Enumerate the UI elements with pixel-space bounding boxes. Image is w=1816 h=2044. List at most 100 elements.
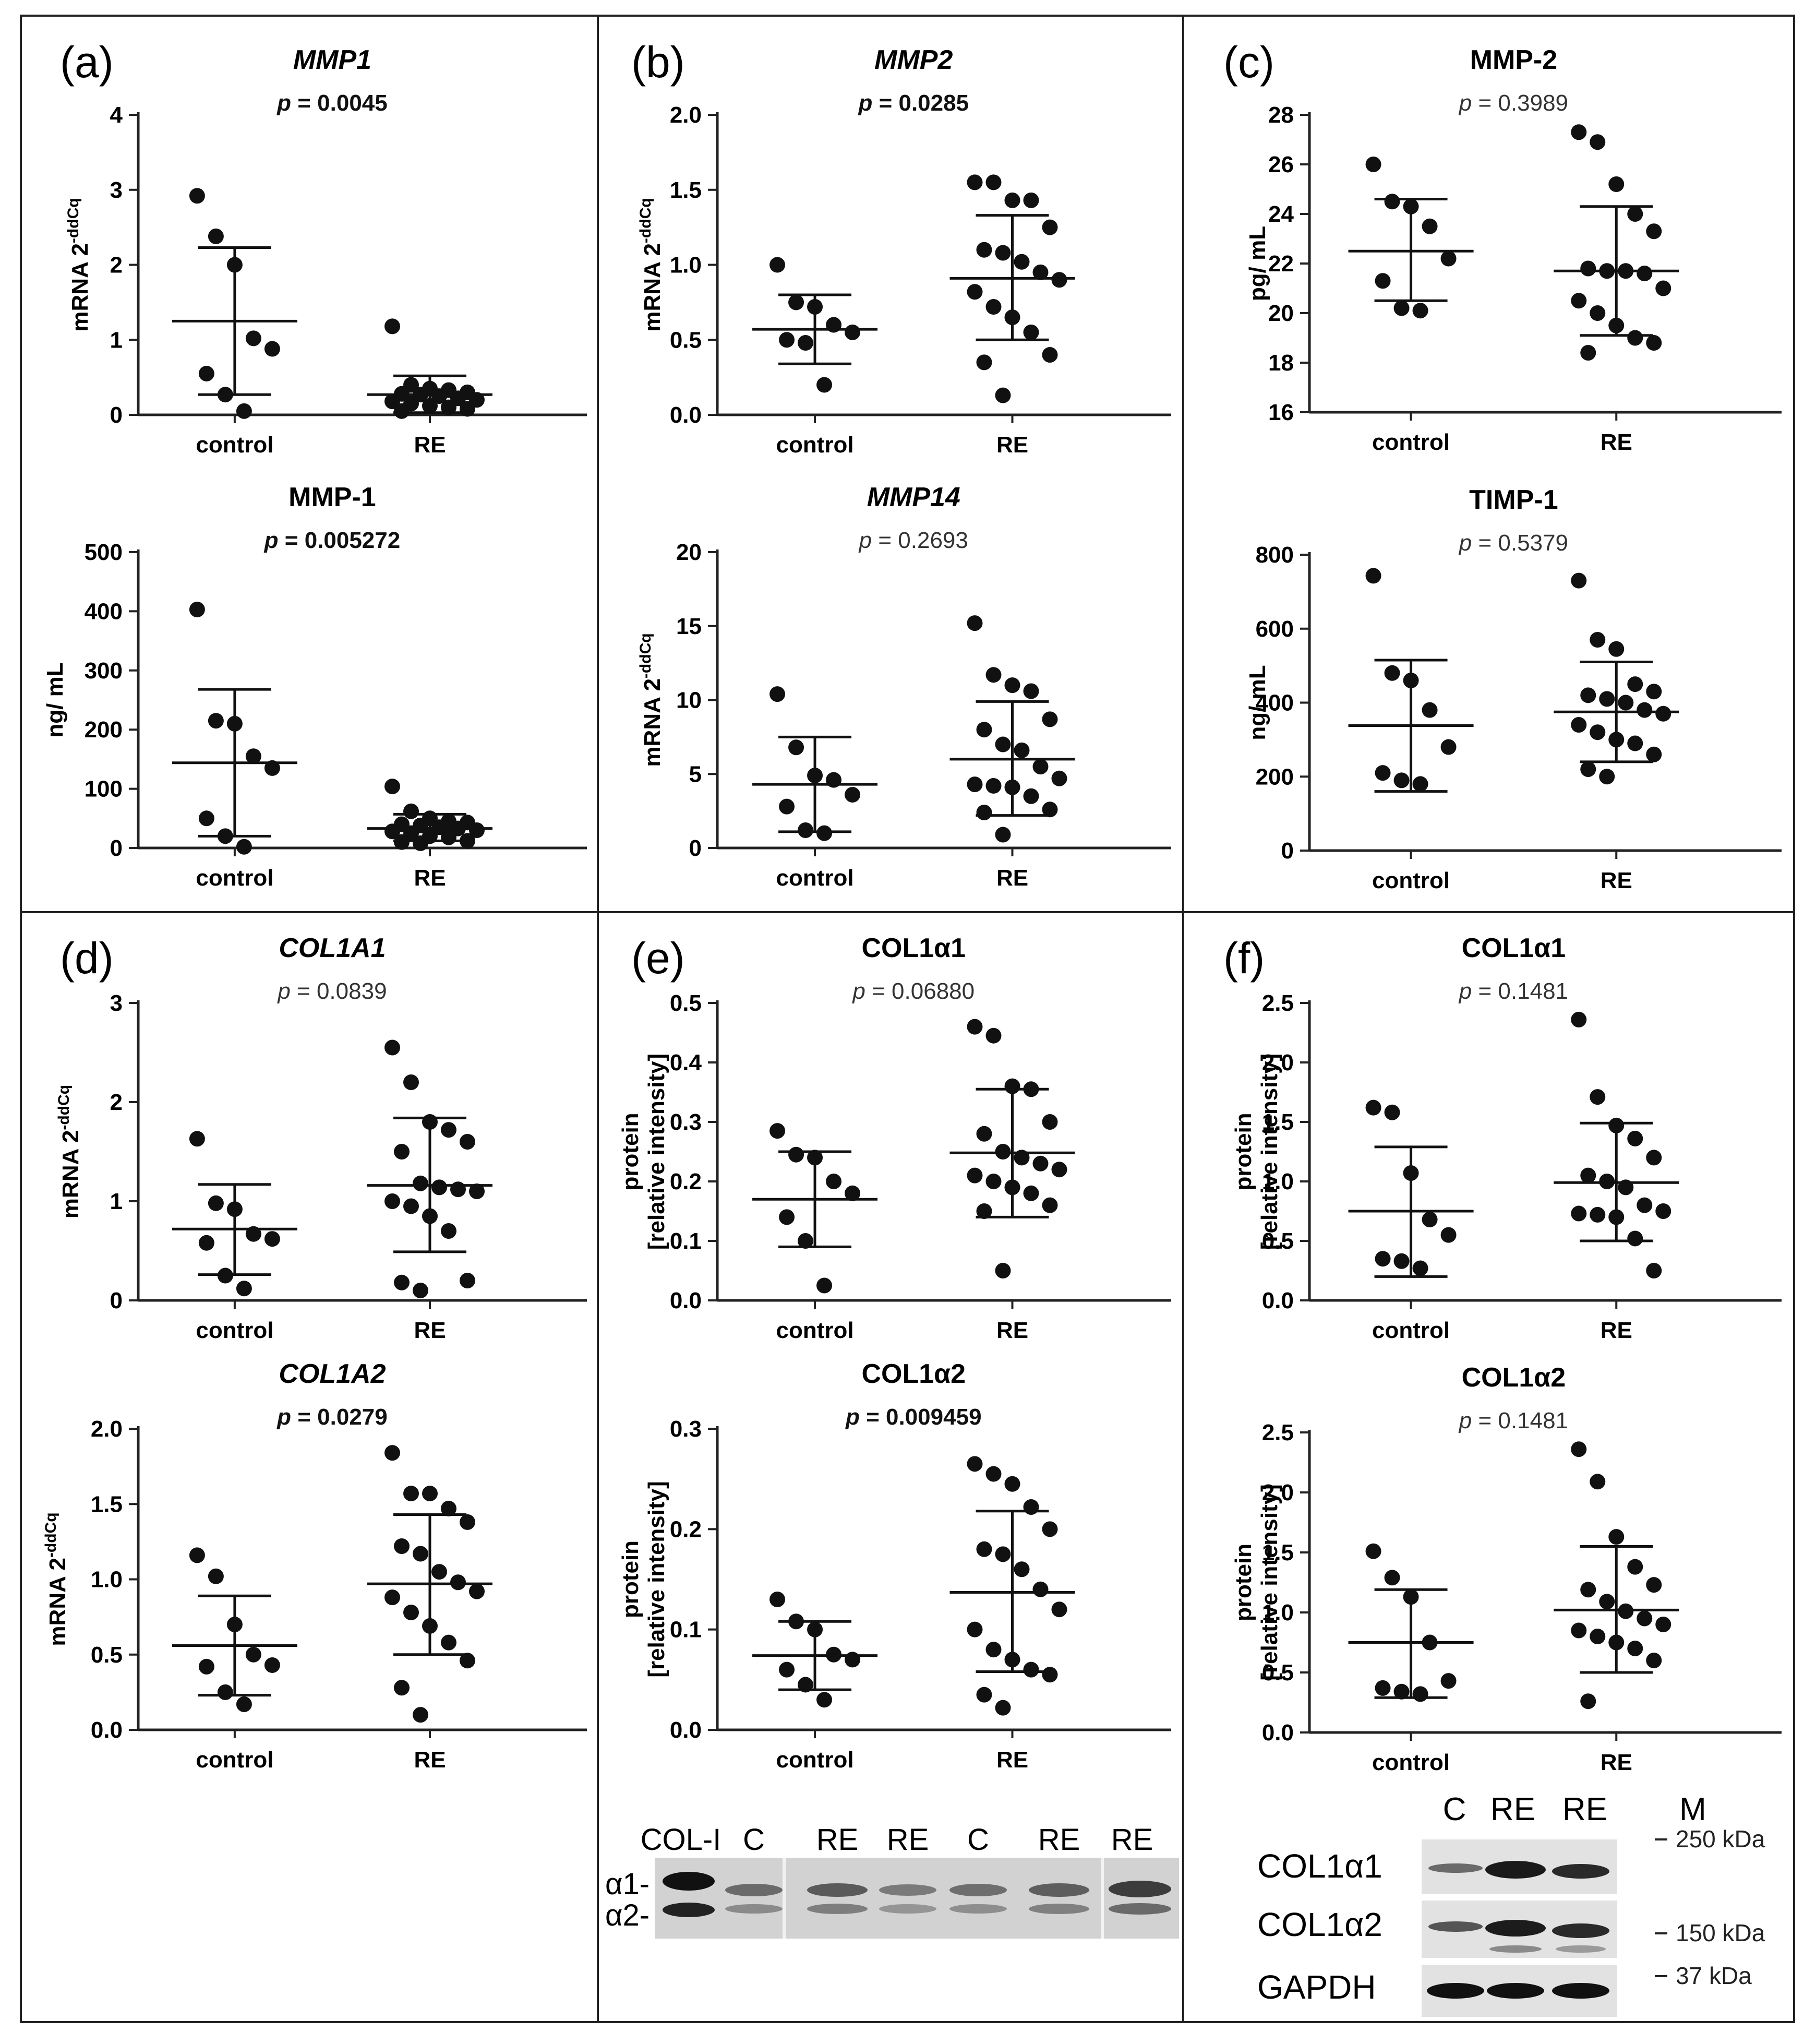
- data-point: [995, 736, 1011, 752]
- data-point: [413, 1283, 428, 1298]
- data-point: [976, 1687, 992, 1703]
- p-value: p = 0.0285: [858, 90, 969, 116]
- data-point: [469, 822, 485, 838]
- chart-title: MMP1: [293, 45, 371, 75]
- chart-f-bottom: 0.0 0.5 1.0 1.5 2.0 2.5 control RE COL1α2 p = 0.1…: [1231, 1362, 1782, 1775]
- y-tick-label: 400: [1256, 690, 1294, 716]
- data-point: [1042, 1521, 1058, 1537]
- data-point: [1023, 1499, 1039, 1515]
- data-point: [779, 798, 795, 815]
- p-value-text: = 0.0839: [291, 978, 387, 1004]
- data-point: [1023, 683, 1039, 699]
- data-point: [460, 1134, 475, 1150]
- data-point: [985, 778, 1002, 794]
- data-point: [1051, 770, 1067, 786]
- y-tick-label: 0.2: [670, 1169, 702, 1194]
- data-point: [1599, 769, 1615, 785]
- blot-e-band: [807, 1904, 868, 1914]
- x-tick-label: RE: [414, 1318, 446, 1343]
- p-value-text: = 0.0045: [291, 90, 388, 116]
- data-point: [217, 1684, 233, 1700]
- x-tick-label: RE: [1601, 1318, 1632, 1343]
- y-tick-label: 0.5: [670, 327, 702, 353]
- blot-e-band: [949, 1904, 1007, 1914]
- data-point: [245, 1646, 261, 1663]
- data-point: [236, 403, 252, 419]
- data-point: [1571, 717, 1587, 733]
- y-tick-label: 2: [110, 1090, 123, 1115]
- data-point: [1637, 1197, 1653, 1213]
- y-tick-label: 2.5: [1262, 1420, 1294, 1445]
- y-tick-label: 1: [110, 1189, 123, 1214]
- data-point: [189, 601, 205, 617]
- data-point: [403, 1486, 419, 1502]
- y-tick-label: 300: [85, 658, 123, 684]
- data-point: [236, 839, 252, 855]
- data-point: [976, 722, 992, 738]
- data-point: [779, 1662, 795, 1678]
- y-tick-label: 0.0: [91, 1717, 123, 1743]
- data-point: [1004, 192, 1020, 208]
- blot-f-lane-label: RE: [1562, 1791, 1607, 1827]
- y-tick-label: 0: [110, 1288, 123, 1313]
- blot-f-row-labels: COL1α1 COL1α2 GAPDH: [1257, 1847, 1382, 2006]
- blot-e-band-label-a1: α1-: [605, 1867, 650, 1901]
- panel-frame-f: [1182, 911, 1795, 2023]
- data-point: [264, 1231, 280, 1247]
- data-point: [1051, 272, 1067, 288]
- data-point: [1627, 1230, 1643, 1247]
- data-point: [1375, 1251, 1391, 1267]
- p-value-symbol: p: [851, 978, 865, 1004]
- chart-title: MMP-1: [288, 482, 376, 512]
- data-point: [1627, 206, 1643, 222]
- chart-title: COL1A1: [279, 933, 386, 963]
- p-value-text: = 0.0285: [872, 90, 969, 116]
- x-tick-label: RE: [1601, 868, 1632, 893]
- data-point: [985, 1174, 1002, 1189]
- data-point: [779, 1209, 795, 1225]
- y-tick-label: 0.2: [670, 1516, 702, 1542]
- blot-f-row-label: GAPDH: [1257, 1968, 1376, 2006]
- data-point: [1608, 176, 1625, 192]
- data-point: [1440, 1227, 1457, 1243]
- data-point: [976, 804, 992, 820]
- p-value-symbol: p: [858, 528, 872, 553]
- chart-title: COL1α2: [1462, 1362, 1566, 1393]
- p-value-text: = 0.005272: [279, 528, 401, 553]
- p-value: p = 0.0279: [276, 1404, 388, 1430]
- data-point: [1580, 761, 1596, 778]
- p-value: p = 0.06880: [851, 978, 975, 1004]
- y-tick-label: 15: [676, 614, 702, 639]
- data-point: [441, 1122, 456, 1138]
- data-point: [1580, 1167, 1596, 1184]
- panel-letter-d: (d): [60, 934, 114, 983]
- data-point: [1042, 1197, 1058, 1213]
- data-point: [769, 1123, 786, 1139]
- y-tick-label: 2.0: [1262, 1480, 1294, 1505]
- data-point: [1412, 1260, 1428, 1276]
- y-axis-label: mRNA 2-ddCq: [637, 198, 665, 331]
- data-point: [1422, 218, 1438, 234]
- y-tick-label: 0.0: [670, 1288, 702, 1313]
- data-point: [976, 1541, 992, 1557]
- blot-e-lane-label: C: [743, 1823, 765, 1857]
- data-point: [1393, 772, 1410, 788]
- data-point: [1412, 1686, 1428, 1702]
- blot-e-lane-label: RE: [1111, 1823, 1153, 1857]
- data-point: [1608, 641, 1625, 657]
- y-axis-label-superscript: -ddCq: [42, 1512, 59, 1558]
- data-point: [1590, 1206, 1606, 1223]
- y-axis-label-line1: protein: [1231, 1544, 1256, 1621]
- data-point: [1655, 280, 1671, 296]
- data-point: [1032, 1155, 1049, 1172]
- x-tick-label: control: [196, 1318, 273, 1343]
- data-point: [236, 1696, 252, 1712]
- y-tick-label: 800: [1256, 542, 1294, 568]
- data-point: [985, 299, 1002, 315]
- data-point: [403, 1604, 419, 1620]
- chart-title: COL1α1: [1462, 933, 1566, 963]
- blot-f-band: [1556, 1945, 1606, 1953]
- data-point: [967, 615, 983, 631]
